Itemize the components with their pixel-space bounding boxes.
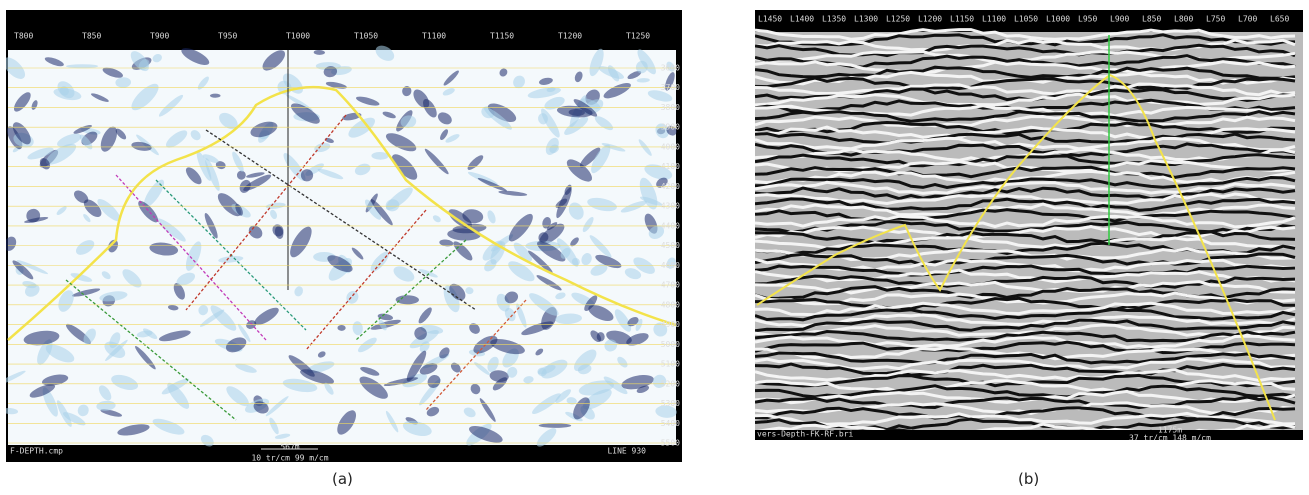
trace-label: L850 bbox=[1142, 15, 1161, 24]
trace-label: L1100 bbox=[982, 15, 1006, 24]
file-name: vers-Depth-FK-RF.bri bbox=[757, 430, 854, 439]
trace-label: L750 bbox=[1206, 15, 1225, 24]
line-label: LINE 930 bbox=[607, 447, 646, 456]
trace-label: L700 bbox=[1238, 15, 1257, 24]
trace-label: L1300 bbox=[854, 15, 878, 24]
caption: (b) bbox=[1018, 470, 1039, 488]
panel-b: L1450 L1400 L1350 L1300 L1250 L1200 L1150 L1100… bbox=[755, 10, 1303, 440]
trace-label: L950 bbox=[1078, 15, 1097, 24]
trace-label: L900 bbox=[1110, 15, 1129, 24]
trace-label: L1350 bbox=[822, 15, 846, 24]
trace-label: T1100 bbox=[422, 32, 446, 41]
trace-label: T1000 bbox=[286, 32, 310, 41]
depth-label: 4500 bbox=[661, 241, 680, 250]
scale-text: 37 tr/cm 148 m/cm bbox=[1129, 434, 1211, 441]
depth-label: 4900 bbox=[661, 320, 680, 329]
depth-label: 4800 bbox=[661, 300, 680, 309]
depth-label: 5400 bbox=[661, 419, 680, 428]
trace-label: T1250 bbox=[626, 32, 650, 41]
trace-label: L1150 bbox=[950, 15, 974, 24]
file-name: F-DEPTH.cmp bbox=[10, 447, 63, 456]
depth-label: 3600 bbox=[661, 64, 680, 73]
depth-label: 5100 bbox=[661, 360, 680, 369]
trace-label: L650 bbox=[1270, 15, 1289, 24]
trace-label: L1000 bbox=[1046, 15, 1070, 24]
trace-label: T900 bbox=[150, 32, 169, 41]
scale-bar-label: 567m bbox=[280, 443, 299, 452]
depth-label: 3800 bbox=[661, 103, 680, 112]
trace-label: L1050 bbox=[1014, 15, 1038, 24]
trace-label: T800 bbox=[14, 32, 33, 41]
depth-label: 3700 bbox=[661, 83, 680, 92]
depth-label: 5000 bbox=[661, 340, 680, 349]
trace-label: T850 bbox=[82, 32, 101, 41]
depth-label: 4000 bbox=[661, 142, 680, 151]
trace-label: L800 bbox=[1174, 15, 1193, 24]
figure: 3600 3700 3800 3900 4000 4100 4200 4300 4400 4500… bbox=[0, 0, 1309, 495]
depth-label: 5300 bbox=[661, 399, 680, 408]
trace-label: T1200 bbox=[558, 32, 582, 41]
trace-label: L1250 bbox=[886, 15, 910, 24]
trace-label: L1200 bbox=[918, 15, 942, 24]
depth-label: 4300 bbox=[661, 202, 680, 211]
trace-label: T950 bbox=[218, 32, 237, 41]
trace-label: L1400 bbox=[790, 15, 814, 24]
panel-a: 3600 3700 3800 3900 4000 4100 4200 4300 4400 4500… bbox=[6, 10, 682, 462]
scale-text: 10 tr/cm 99 m/cm bbox=[251, 454, 328, 463]
depth-label: 3900 bbox=[661, 123, 680, 132]
trace-label: T1050 bbox=[354, 32, 378, 41]
depth-label: 4600 bbox=[661, 261, 680, 270]
depth-label: 4700 bbox=[661, 281, 680, 290]
depth-label: 5200 bbox=[661, 379, 680, 388]
depth-label: 4100 bbox=[661, 162, 680, 171]
caption: (a) bbox=[332, 470, 353, 488]
depth-label: 5500 bbox=[661, 439, 680, 448]
depth-label: 4400 bbox=[661, 221, 680, 230]
trace-label: L1450 bbox=[758, 15, 782, 24]
depth-label: 4200 bbox=[661, 182, 680, 191]
trace-label: T1150 bbox=[490, 32, 514, 41]
